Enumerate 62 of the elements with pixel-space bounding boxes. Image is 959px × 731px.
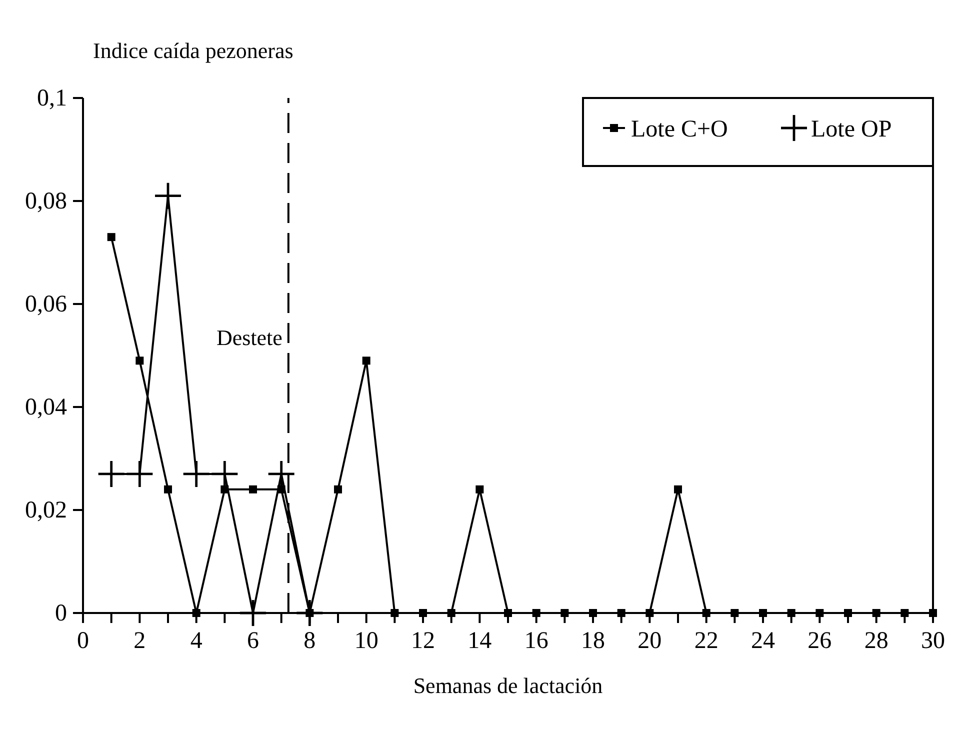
x-tick-label: 16 bbox=[524, 628, 548, 654]
point bbox=[277, 485, 286, 494]
x-tick-label: 30 bbox=[921, 628, 945, 654]
point bbox=[268, 460, 294, 487]
point bbox=[617, 609, 626, 617]
point bbox=[155, 182, 181, 209]
x-tick-label: 0 bbox=[77, 628, 89, 654]
point bbox=[164, 485, 172, 494]
point bbox=[136, 356, 144, 365]
point bbox=[419, 609, 427, 617]
legend-label: Lote C+O bbox=[631, 116, 728, 142]
x-tick-label: 28 bbox=[864, 628, 888, 654]
point bbox=[816, 609, 824, 617]
point bbox=[447, 609, 456, 617]
point bbox=[126, 460, 153, 487]
point bbox=[220, 485, 229, 494]
x-tick-label: 8 bbox=[304, 628, 316, 654]
x-tick-label: 22 bbox=[694, 628, 718, 654]
y-tick-label: 0,06 bbox=[25, 292, 67, 318]
ref-line-label: Destete bbox=[216, 325, 282, 350]
x-tick-label: 20 bbox=[638, 628, 662, 654]
point bbox=[702, 609, 710, 617]
x-axis-title: Semanas de lactación bbox=[413, 673, 603, 698]
point bbox=[589, 609, 597, 617]
point bbox=[98, 460, 124, 487]
point bbox=[476, 485, 484, 494]
point bbox=[900, 609, 909, 617]
point bbox=[560, 609, 569, 617]
point bbox=[730, 609, 739, 617]
point bbox=[183, 460, 210, 487]
y-axis-title: Indice caída pezoneras bbox=[93, 38, 294, 63]
y-tick-label: 0,02 bbox=[25, 498, 67, 524]
point bbox=[390, 609, 399, 617]
y-tick-label: 0,04 bbox=[25, 394, 67, 421]
point bbox=[192, 609, 200, 617]
point bbox=[532, 609, 540, 617]
x-tick-label: 12 bbox=[411, 628, 435, 654]
x-tick-label: 2 bbox=[134, 628, 146, 654]
point bbox=[334, 485, 342, 494]
x-tick-label: 18 bbox=[581, 628, 605, 654]
point bbox=[646, 609, 654, 617]
point bbox=[929, 609, 937, 617]
point bbox=[362, 356, 370, 365]
x-tick-label: 14 bbox=[468, 628, 492, 654]
point bbox=[844, 609, 852, 617]
x-tick-label: 26 bbox=[808, 628, 832, 654]
y-tick-label: 0,08 bbox=[25, 188, 67, 215]
x-tick-label: 10 bbox=[354, 628, 378, 654]
legend-label: Lote OP bbox=[811, 116, 892, 142]
point bbox=[212, 460, 238, 487]
point bbox=[674, 485, 682, 494]
y-tick-label: 0 bbox=[55, 600, 67, 627]
y-tick-label: 0,1 bbox=[37, 86, 67, 112]
point bbox=[107, 233, 116, 242]
point bbox=[504, 609, 512, 617]
x-tick-label: 4 bbox=[190, 628, 202, 654]
point bbox=[249, 485, 257, 494]
x-tick-label: 6 bbox=[247, 628, 259, 654]
x-tick-label: 24 bbox=[751, 628, 775, 654]
point bbox=[872, 609, 880, 617]
point bbox=[759, 609, 767, 617]
point bbox=[787, 609, 796, 617]
